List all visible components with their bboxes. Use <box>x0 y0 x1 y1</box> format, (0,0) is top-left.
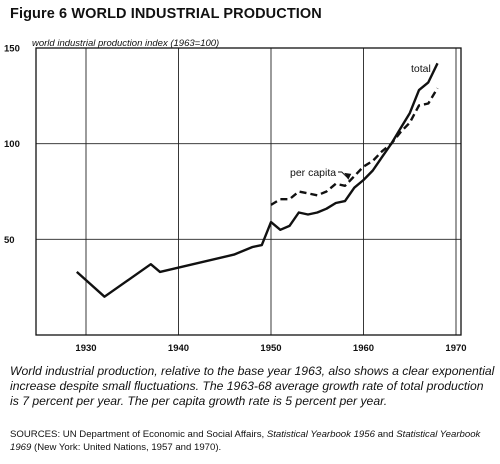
figure-sources: SOURCES: UN Department of Economic and S… <box>10 429 495 454</box>
x-tick-label-1930: 1930 <box>75 343 96 354</box>
per-capita-arrow-head <box>344 172 352 180</box>
sources-suffix: (New York: United Nations, 1957 and 1970… <box>31 441 222 453</box>
y-tick-label-50: 50 <box>4 235 15 246</box>
series-label-total: total <box>411 63 431 75</box>
chart: 1930 1940 1950 1960 1970 50 100 150 total per ca… <box>4 44 467 355</box>
sources-mid: and <box>374 429 397 440</box>
x-tick-label-1950: 1950 <box>260 343 281 354</box>
series-labels: total per capita <box>290 63 431 180</box>
y-tick-label-100: 100 <box>4 139 20 150</box>
per-capita-arrow-line <box>338 171 349 179</box>
axes: 1930 1940 1950 1960 1970 50 100 150 <box>4 44 467 355</box>
figure-caption: World industrial production, relative to… <box>10 364 495 408</box>
x-tick-label-1940: 1940 <box>168 343 189 354</box>
series-layer <box>75 62 439 298</box>
sources-book-1969: Statistical Yearbook 1969 <box>10 429 481 453</box>
sources-book-1956: Statistical Yearbook 1956 <box>266 429 375 440</box>
x-tick-label-1970: 1970 <box>445 343 466 354</box>
sources-prefix: SOURCES: UN Department of Economic and S… <box>10 429 267 440</box>
series-label-per-capita: per capita <box>290 167 336 179</box>
y-axis-label: world industrial production index (1963=… <box>32 38 220 49</box>
y-tick-label-150: 150 <box>4 44 20 55</box>
series-line-total <box>75 62 439 298</box>
x-tick-label-1960: 1960 <box>353 343 374 354</box>
figure-title: Figure 6 WORLD INDUSTRIAL PRODUCTION <box>10 6 322 22</box>
plot-frame <box>35 47 462 336</box>
